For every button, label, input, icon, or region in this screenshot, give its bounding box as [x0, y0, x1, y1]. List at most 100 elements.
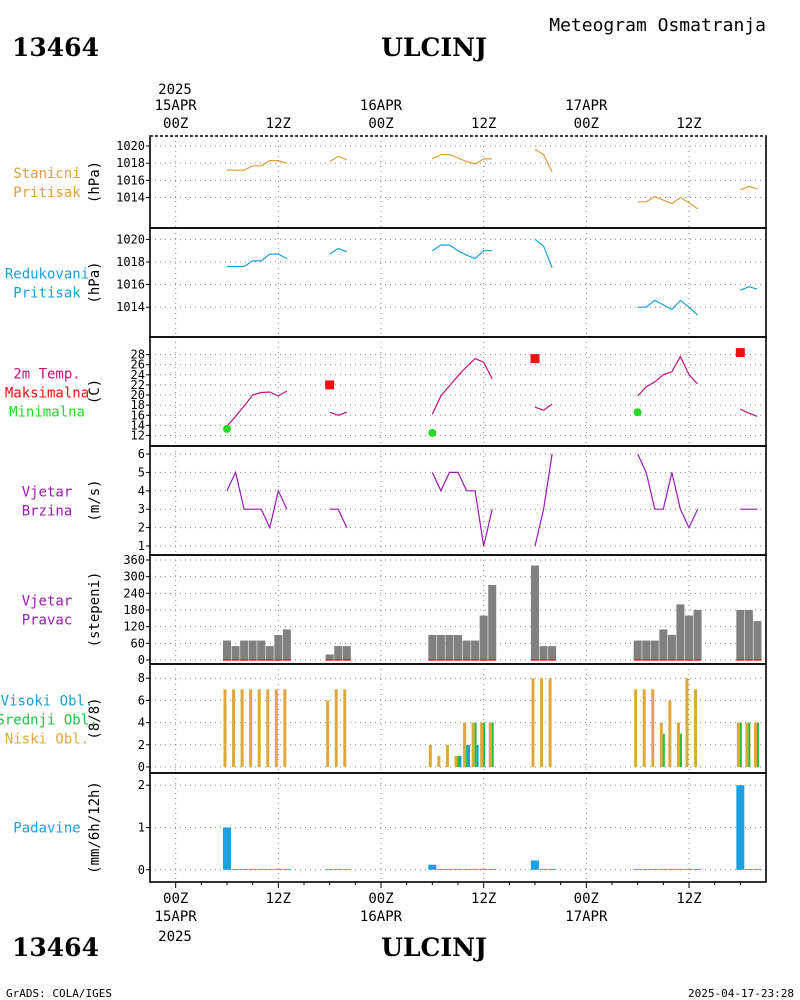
y-tick-label: 1018 [116, 255, 145, 269]
precip-bar [539, 868, 548, 870]
direction-bar [436, 635, 445, 660]
panel-label: Brzina [22, 504, 73, 520]
min-temp-marker [428, 428, 437, 437]
series-line [226, 390, 288, 427]
precip-bar [650, 868, 659, 870]
precip-bar [282, 868, 291, 870]
cloud-low-bar [471, 722, 475, 767]
cloud-low-bar [463, 722, 467, 767]
y-tick-label: 24 [131, 368, 145, 382]
cloud-low-bar [283, 689, 287, 767]
precip-bar [257, 868, 266, 870]
panel: 1 2 3 4 5 6 Vjetar Brzina (m/s) [22, 445, 767, 556]
y-tick-label: 180 [123, 603, 145, 617]
time-tick-label-bottom: 00Z [574, 891, 599, 907]
cloud-high-bar [459, 755, 462, 767]
y-tick-label: 22 [131, 378, 145, 392]
direction-bar [274, 635, 283, 660]
series-line [534, 238, 553, 268]
y-tick-label: 3 [138, 502, 145, 516]
cloud-low-bar [240, 689, 244, 767]
series-line [637, 453, 699, 530]
cloud-low-bar [531, 678, 535, 767]
y-tick-label: 360 [123, 553, 145, 567]
precip-bar [676, 868, 685, 870]
cloud-low-bar [668, 700, 672, 767]
precip-bar [659, 868, 668, 870]
cloud-mid-bar [466, 744, 469, 767]
footer-credit: GrADS: COLA/IGES [6, 987, 112, 1000]
cloud-low-bar [540, 678, 544, 767]
y-tick-label: 120 [123, 620, 145, 634]
cloud-low-bar [274, 689, 278, 767]
y-tick-label: 14 [131, 418, 145, 432]
panel: 1014 1016 1018 1020 Stanicni Pritisak (hPa) [13, 135, 767, 229]
y-tick-label: 1014 [116, 191, 145, 205]
series-line [431, 244, 493, 260]
precip-bar [462, 868, 471, 870]
direction-bar [753, 621, 762, 660]
y-tick-label: 1 [138, 821, 145, 835]
panel-label: Pritisak [13, 185, 81, 201]
cloud-low-bar [223, 689, 227, 767]
y-tick-label: 240 [123, 586, 145, 600]
y-axis-unit: (C) [87, 379, 103, 404]
y-tick-label: 1020 [116, 139, 145, 153]
cloud-low-bar [343, 689, 347, 767]
precip-bar [231, 868, 240, 870]
series-line [432, 154, 493, 165]
precip-bar [274, 868, 283, 870]
y-axis-unit: (hPa) [87, 161, 103, 203]
time-tick-label-bottom: 12Z [471, 891, 496, 907]
series-line [534, 453, 553, 547]
cloud-mid-bar [474, 722, 477, 767]
max-temp-marker [530, 354, 540, 364]
direction-bar [257, 640, 266, 660]
direction-bar [428, 635, 437, 660]
direction-bar [342, 646, 351, 660]
precip-bar [667, 868, 676, 870]
panel-label: Maksimalna [5, 386, 89, 402]
direction-bar [462, 640, 471, 660]
cloud-low-bar [634, 689, 638, 767]
cloud-mid-bar [679, 733, 682, 767]
cloud-high-bar [476, 744, 479, 767]
cloud-low-bar [488, 722, 492, 767]
time-tick-label-top: 00Z [163, 116, 188, 132]
panel-label: Padavine [13, 821, 80, 837]
direction-bar [642, 640, 651, 660]
y-tick-label: 4 [138, 484, 145, 498]
panel-label: Pravac [22, 613, 73, 629]
precip-bar [633, 868, 642, 870]
series-line [227, 160, 288, 171]
day-label-top: 15APR [155, 98, 198, 114]
cloud-low-bar [454, 755, 458, 767]
cloud-low-bar [428, 744, 432, 767]
direction-bar [265, 646, 274, 660]
cloud-low-bar [480, 722, 484, 767]
series-line [431, 471, 493, 547]
y-tick-label: 2 [138, 778, 145, 792]
day-label-top: 17APR [565, 98, 608, 114]
series-line [740, 408, 758, 417]
series-line [534, 148, 553, 173]
y-tick-label: 16 [131, 408, 145, 422]
y-tick-label: 0 [138, 760, 145, 774]
direction-bar [325, 654, 334, 660]
time-tick-label-top: 00Z [368, 116, 393, 132]
cloud-mid-bar [662, 733, 665, 767]
cloud-low-bar [676, 722, 680, 767]
y-tick-label: 60 [131, 636, 145, 650]
direction-bar [334, 646, 343, 660]
footer-timestamp: 2025-04-17-23:28 [688, 987, 794, 1000]
precip-bar [685, 868, 693, 870]
panel-frame [149, 336, 767, 447]
product-title: Meteogram Osmatranja [549, 15, 766, 36]
panel-label: Visoki Obl. [1, 694, 94, 710]
precip-bar [325, 868, 334, 870]
y-tick-label: 2 [138, 521, 145, 535]
panel-label: Vjetar [22, 594, 73, 610]
series-line [431, 357, 493, 415]
